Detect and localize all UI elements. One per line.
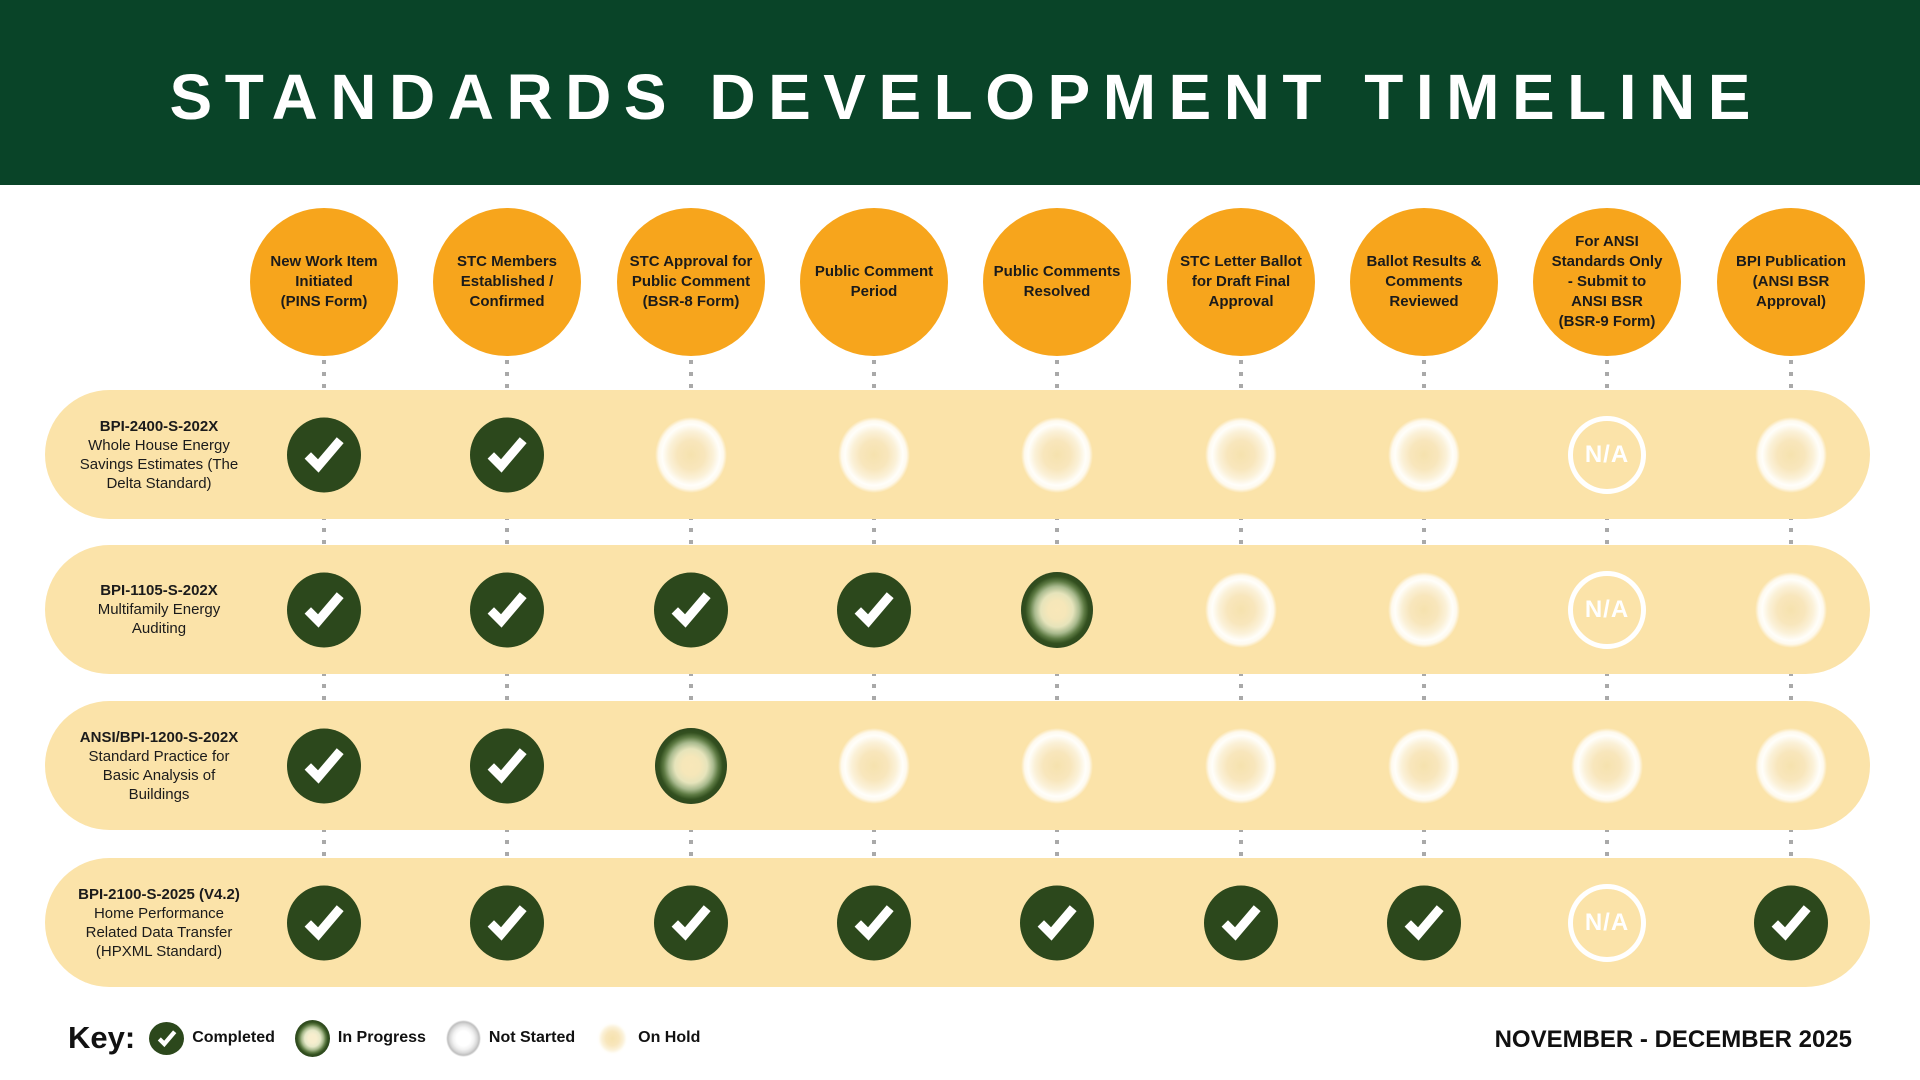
status-na-icon: N/A xyxy=(1568,415,1646,494)
status-completed-icon xyxy=(287,417,361,492)
status-completed-icon xyxy=(1020,885,1094,960)
status-onhold-icon xyxy=(1205,571,1277,648)
status-onhold-icon xyxy=(1388,571,1460,648)
page-title: STANDARDS DEVELOPMENT TIMELINE xyxy=(169,60,1763,133)
status-onhold-icon xyxy=(1388,416,1460,493)
legend-item: In Progress xyxy=(294,1019,426,1057)
status-onhold-icon xyxy=(595,1019,631,1057)
legend: Key: Completed In Progress Not Started On H… xyxy=(68,1006,700,1070)
status-onhold-icon xyxy=(1755,416,1827,493)
stage-circle: STC Members Established / Confirmed xyxy=(433,208,581,356)
status-onhold-icon xyxy=(1571,727,1643,804)
stage-circle: STC Letter Ballot for Draft Final Approv… xyxy=(1167,208,1315,356)
status-completed-icon xyxy=(1204,885,1278,960)
status-completed-icon xyxy=(287,572,361,647)
status-na-icon: N/A xyxy=(1568,883,1646,962)
standard-description: Multifamily Energy Auditing xyxy=(97,601,221,637)
status-completed-icon xyxy=(1754,885,1828,960)
stage-circle: Public Comments Resolved xyxy=(983,208,1131,356)
status-onhold-icon xyxy=(1021,416,1093,493)
legend-item: Completed xyxy=(149,1021,275,1055)
status-completed-icon xyxy=(654,885,728,960)
row-label: BPI-2400-S-202X Whole House Energy Saving… xyxy=(45,390,273,519)
legend-heading: Key: xyxy=(68,1020,136,1055)
status-onhold-icon xyxy=(1205,416,1277,493)
status-completed-icon xyxy=(287,728,361,803)
date-range: NOVEMBER - DECEMBER 2025 xyxy=(1494,1026,1852,1053)
standard-description: Home Performance Related Data Transfer (… xyxy=(85,904,233,960)
legend-label: Not Started xyxy=(488,1029,576,1046)
status-inprogress-icon xyxy=(655,727,727,804)
row-label: ANSI/BPI-1200-S-202X Standard Practice fo… xyxy=(45,701,273,830)
status-onhold-icon xyxy=(838,416,910,493)
status-completed-icon xyxy=(654,572,728,647)
standard-description: Whole House Energy Savings Estimates (Th… xyxy=(79,436,239,492)
status-completed-icon xyxy=(837,572,911,647)
stage-circle: New Work Item Initiated (PINS Form) xyxy=(250,208,398,356)
stage-circle: STC Approval for Public Comment (BSR-8 F… xyxy=(617,208,765,356)
status-completed-icon xyxy=(470,885,544,960)
legend-label: On Hold xyxy=(638,1029,701,1046)
status-inprogress-icon xyxy=(1021,571,1093,648)
legend-label: Completed xyxy=(192,1029,275,1046)
status-inprogress-icon xyxy=(294,1019,330,1057)
status-notstarted-icon xyxy=(445,1019,481,1057)
standard-code: BPI-2100-S-2025 (V4.2) xyxy=(78,885,240,903)
status-completed-icon xyxy=(1387,885,1461,960)
status-onhold-icon xyxy=(1388,727,1460,804)
header-banner: STANDARDS DEVELOPMENT TIMELINE xyxy=(0,0,1920,185)
row-label: BPI-2100-S-2025 (V4.2) Home Performance R… xyxy=(45,858,273,987)
legend-label: In Progress xyxy=(337,1029,426,1046)
status-onhold-icon xyxy=(1755,727,1827,804)
status-completed-icon xyxy=(470,728,544,803)
stage-circle: For ANSI Standards Only - Submit to ANSI… xyxy=(1533,208,1681,356)
stage-circle: Public Comment Period xyxy=(800,208,948,356)
status-onhold-icon xyxy=(838,727,910,804)
status-onhold-icon xyxy=(655,416,727,493)
stage-circle: Ballot Results & Comments Reviewed xyxy=(1350,208,1498,356)
row-label: BPI-1105-S-202X Multifamily Energy Auditi… xyxy=(45,545,273,674)
stage-circle: BPI Publication (ANSI BSR Approval) xyxy=(1717,208,1865,356)
status-completed-icon xyxy=(287,885,361,960)
status-completed-icon xyxy=(470,572,544,647)
legend-item: On Hold xyxy=(595,1019,701,1057)
status-completed-icon xyxy=(149,1021,185,1055)
standard-code: BPI-2400-S-202X xyxy=(99,417,219,435)
status-completed-icon xyxy=(470,417,544,492)
standard-code: ANSI/BPI-1200-S-202X xyxy=(79,728,239,746)
status-completed-icon xyxy=(837,885,911,960)
status-onhold-icon xyxy=(1021,727,1093,804)
status-onhold-icon xyxy=(1755,571,1827,648)
status-na-icon: N/A xyxy=(1568,570,1646,649)
legend-item: Not Started xyxy=(445,1019,576,1057)
standard-description: Standard Practice for Basic Analysis of … xyxy=(88,747,230,803)
standard-code: BPI-1105-S-202X xyxy=(100,582,218,599)
status-onhold-icon xyxy=(1205,727,1277,804)
